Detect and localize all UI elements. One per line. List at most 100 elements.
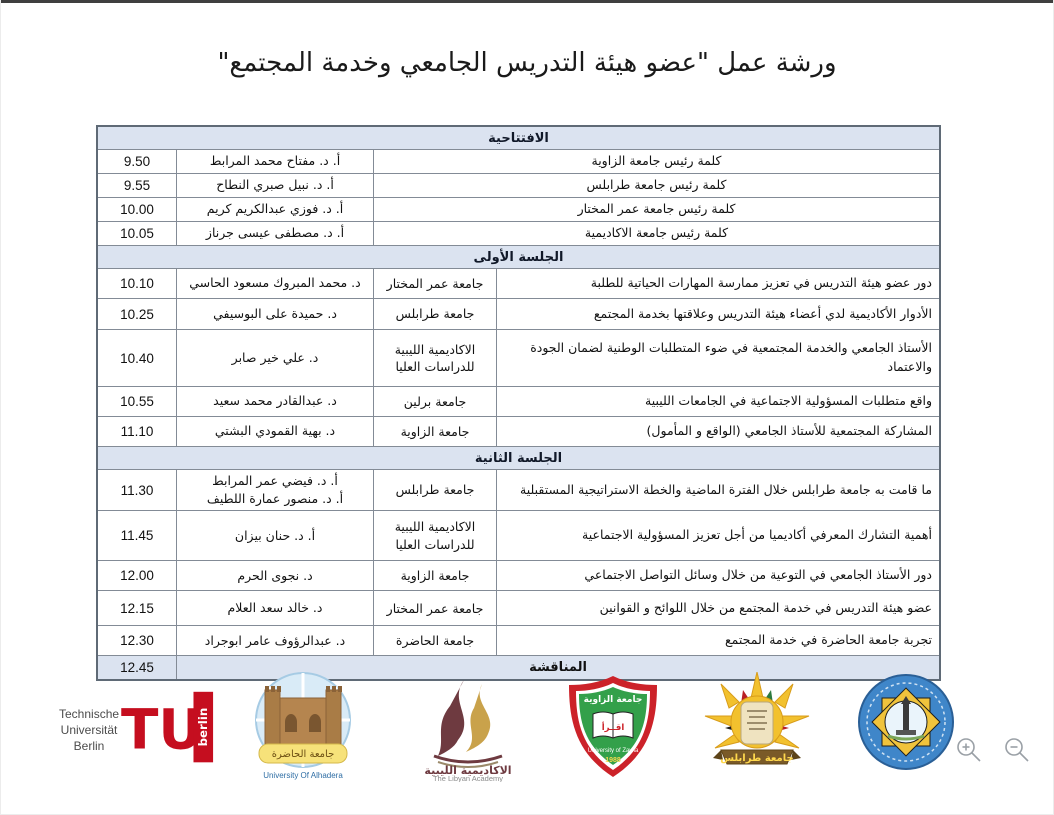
time-cell: 10.10 — [98, 269, 177, 298]
svg-text:1988: 1988 — [605, 757, 621, 764]
tripoli-logo: جامعة طرابلس — [701, 672, 813, 780]
time-cell: 11.45 — [98, 511, 177, 561]
time-cell: 12.00 — [98, 561, 177, 591]
topic-cell: دور الأستاذ الجامعي في التوعية من خلال و… — [584, 567, 932, 583]
time-cell: 11.10 — [98, 417, 177, 446]
time-cell: 10.40 — [98, 330, 177, 386]
speaker-cell: د. عبدالقادر محمد سعيد — [177, 387, 374, 416]
table-row: 10.40 د. علي خير صابر الاكاديمية الليبية… — [98, 329, 939, 386]
session-header-first: الجلسة الأولى — [98, 245, 939, 268]
zoom-in-icon[interactable] — [953, 734, 985, 766]
time-cell: 10.55 — [98, 387, 177, 416]
libyan-academy-emblem-icon: الاكاديمية الليبية The Libyan Academy — [424, 680, 512, 782]
university-cell: جامعة برلين — [374, 387, 497, 416]
topic-cell: كلمة رئيس جامعة الزاوية — [591, 153, 722, 169]
topic-cell: الأدوار الأكاديمية لدي أعضاء هيئة التدري… — [593, 305, 932, 321]
table-row: 11.30 أ. د. فيضي عمر المرابط أ. د. منصور… — [98, 469, 939, 511]
zawia-logo: جامعة الزاوية اقــرأ University of Zawia… — [563, 674, 663, 780]
svg-text:الاكاديمية الليبية: الاكاديمية الليبية — [424, 764, 511, 777]
omar-almukhtar-emblem-icon — [858, 674, 954, 770]
tu-berlin-mark-icon: TU berlin — [121, 691, 214, 763]
omar-almukhtar-logo — [856, 672, 956, 774]
topic-cell: المشاركة المجتمعية للأستاذ الجامعي (الوا… — [646, 423, 932, 439]
tu-berlin-logo: Technische Universität Berlin TU berlin — [59, 680, 219, 780]
svg-text:The Libyan Academy: The Libyan Academy — [433, 774, 503, 782]
tu-berlin-text: Technische Universität Berlin — [59, 706, 120, 754]
svg-text:جامعة طرابلس: جامعة طرابلس — [720, 753, 793, 764]
topic-cell: أهمية التشارك المعرفي أكاديميا من أجل تع… — [582, 527, 932, 543]
time-cell: 12.45 — [98, 656, 177, 680]
svg-text:اقــرأ: اقــرأ — [602, 721, 625, 733]
table-row: 10.00 أ. د. فوزي عبدالكريم كريم كلمة رئي… — [98, 197, 939, 221]
table-row: 10.55 د. عبدالقادر محمد سعيد جامعة برلين… — [98, 386, 939, 416]
table-row: 9.50 أ. د. مفتاح محمد المرابط كلمة رئيس … — [98, 149, 939, 173]
table-row: 10.25 د. حميدة على البوسيفي جامعة طرابلس… — [98, 298, 939, 329]
partner-logos-row: Technische Universität Berlin TU berlin — [1, 668, 1054, 788]
libyan-academy-logo: الاكاديمية الليبية The Libyan Academy — [406, 676, 530, 782]
zawia-emblem-icon: جامعة الزاوية اقــرأ University of Zawia… — [569, 676, 657, 777]
speaker-cell: أ. د. مفتاح محمد المرابط — [177, 150, 374, 173]
university-cell: جامعة طرابلس — [374, 470, 497, 511]
topic-cell: كلمة رئيس جامعة الاكاديمية — [584, 225, 729, 241]
svg-text:berlin: berlin — [196, 708, 210, 747]
speaker-cell: أ. د. فيضي عمر المرابط أ. د. منصور عمارة… — [177, 470, 374, 511]
viewer-zoom-toolbar — [953, 728, 1043, 772]
topic-cell: كلمة رئيس جامعة طرابلس — [586, 177, 727, 193]
discussion-row: 12.45 المناقشة — [98, 655, 939, 680]
time-cell: 9.55 — [98, 174, 177, 197]
time-cell: 11.30 — [98, 470, 177, 511]
svg-text:جامعة الزاوية: جامعة الزاوية — [584, 695, 643, 705]
speaker-cell: د. خالد سعد العلام — [177, 591, 374, 626]
session-header-opening: الافتتاحية — [98, 127, 939, 149]
speaker-cell: أ. د. مصطفى عيسى جرناز — [177, 222, 374, 245]
session-header-second: الجلسة الثانية — [98, 446, 939, 469]
speaker-cell: أ. د. حنان بيزان — [177, 511, 374, 561]
speaker-cell: د. علي خير صابر — [177, 330, 374, 386]
topic-cell: الأستاذ الجامعي والخدمة المجتمعية في ضوء… — [530, 340, 932, 374]
zoom-out-icon[interactable] — [1001, 734, 1033, 766]
table-row: 12.00 د. نجوى الحرم جامعة الزاوية دور ال… — [98, 560, 939, 591]
university-cell: الاكاديمية الليبية للدراسات العليا — [374, 511, 497, 561]
page-top-border — [1, 0, 1053, 3]
table-row: 9.55 أ. د. نبيل صبري النطاح كلمة رئيس جا… — [98, 173, 939, 197]
topic-cell: ما قامت به جامعة طرابلس خلال الفترة الما… — [520, 481, 932, 497]
speaker-cell: أ. د. نبيل صبري النطاح — [177, 174, 374, 197]
speaker-cell: د. بهية القمودي البشتي — [177, 417, 374, 446]
svg-text:University of Zawia: University of Zawia — [588, 748, 639, 754]
speaker-cell: د. نجوى الحرم — [177, 561, 374, 591]
time-cell: 10.25 — [98, 299, 177, 329]
alhadera-logo: جامعة الحاضرة University Of Alhadera — [241, 670, 365, 786]
tripoli-emblem-icon: جامعة طرابلس — [704, 672, 810, 765]
time-cell: 12.30 — [98, 626, 177, 656]
svg-text:جامعة الحاضرة: جامعة الحاضرة — [272, 749, 335, 760]
discussion-label: المناقشة — [529, 660, 587, 676]
speaker-cell: أ. د. فوزي عبدالكريم كريم — [177, 198, 374, 221]
topic-cell: واقع متطلبات المسؤولية الاجتماعية في الج… — [645, 393, 932, 409]
university-cell: جامعة الزاوية — [374, 417, 497, 446]
table-row: 11.10 د. بهية القمودي البشتي جامعة الزاو… — [98, 416, 939, 446]
svg-text:University Of Alhadera: University Of Alhadera — [263, 771, 343, 780]
university-cell: الاكاديمية الليبية للدراسات العليا — [374, 330, 497, 386]
svg-text:TU: TU — [121, 698, 203, 762]
university-cell: جامعة الزاوية — [374, 561, 497, 591]
topic-cell: دور عضو هيئة التدريس في تعزيز ممارسة الم… — [590, 275, 932, 291]
speaker-cell: د. حميدة على البوسيفي — [177, 299, 374, 329]
university-cell: جامعة عمر المختار — [374, 269, 497, 298]
time-cell: 12.15 — [98, 591, 177, 626]
speaker-name-line1: أ. د. فيضي عمر المرابط — [212, 473, 338, 488]
topic-cell: تجربة جامعة الحاضرة في خدمة المجتمع — [725, 632, 932, 648]
schedule-table: الافتتاحية 9.50 أ. د. مفتاح محمد المرابط… — [96, 125, 941, 682]
table-row: 12.15 د. خالد سعد العلام جامعة عمر المخت… — [98, 590, 939, 626]
time-cell: 10.05 — [98, 222, 177, 245]
speaker-name-line2: أ. د. منصور عمارة اللطيف — [206, 491, 344, 507]
alhadera-emblem-icon: جامعة الحاضرة University Of Alhadera — [255, 672, 351, 780]
workshop-title: ورشة عمل "عضو هيئة التدريس الجامعي وخدمة… — [217, 48, 837, 78]
topic-cell: كلمة رئيس جامعة عمر المختار — [577, 201, 736, 217]
table-row: 12.30 د. عبدالرؤوف عامر ابوجراد جامعة ال… — [98, 625, 939, 656]
table-row: 11.45 أ. د. حنان بيزان الاكاديمية الليبي… — [98, 510, 939, 561]
speaker-cell: د. عبدالرؤوف عامر ابوجراد — [177, 626, 374, 656]
speaker-cell: د. محمد المبروك مسعود الحاسي — [177, 269, 374, 298]
topic-cell: عضو هيئة التدريس في خدمة المجتمع من خلال… — [599, 599, 932, 615]
table-row: 10.05 أ. د. مصطفى عيسى جرناز كلمة رئيس ج… — [98, 221, 939, 245]
